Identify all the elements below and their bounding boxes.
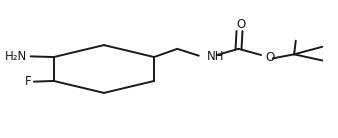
Text: O: O: [236, 18, 245, 31]
Text: O: O: [265, 51, 274, 64]
Text: F: F: [25, 75, 31, 88]
Text: H₂N: H₂N: [5, 50, 27, 63]
Text: NH: NH: [207, 50, 224, 63]
